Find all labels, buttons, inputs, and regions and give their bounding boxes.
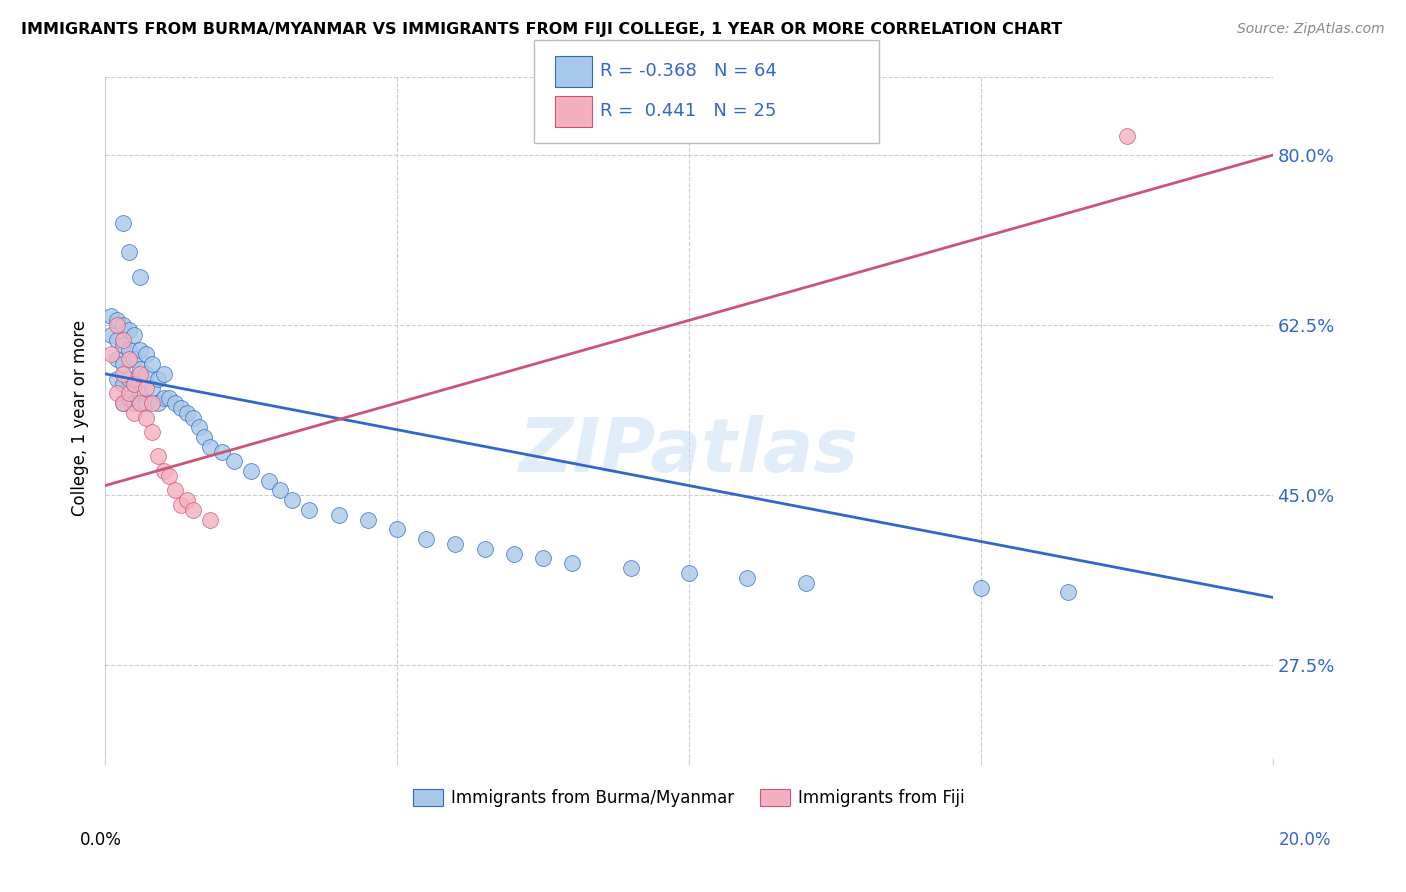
Point bbox=[269, 483, 291, 498]
Point bbox=[105, 386, 128, 401]
Point bbox=[135, 410, 157, 425]
Point bbox=[281, 493, 304, 508]
Point bbox=[357, 512, 380, 526]
Point bbox=[165, 396, 187, 410]
Point bbox=[146, 450, 169, 464]
Point bbox=[135, 381, 157, 395]
Point bbox=[105, 372, 128, 386]
Point bbox=[444, 537, 467, 551]
Point bbox=[181, 410, 204, 425]
Legend: Immigrants from Burma/Myanmar, Immigrants from Fiji: Immigrants from Burma/Myanmar, Immigrant… bbox=[406, 782, 972, 814]
Point bbox=[105, 352, 128, 367]
Point bbox=[176, 493, 198, 508]
Point bbox=[117, 245, 139, 260]
Point bbox=[111, 396, 134, 410]
Point bbox=[152, 464, 174, 478]
Text: R = -0.368   N = 64: R = -0.368 N = 64 bbox=[600, 62, 778, 80]
Point bbox=[124, 327, 146, 342]
Point bbox=[257, 474, 280, 488]
Point bbox=[135, 396, 157, 410]
Point bbox=[129, 367, 152, 381]
Point bbox=[415, 532, 437, 546]
Point bbox=[117, 352, 139, 367]
Point bbox=[1057, 585, 1080, 599]
Point bbox=[129, 343, 152, 357]
Point bbox=[146, 396, 169, 410]
Point bbox=[117, 323, 139, 337]
Point bbox=[117, 372, 139, 386]
Point bbox=[200, 440, 222, 454]
Point bbox=[561, 557, 583, 571]
Point bbox=[970, 581, 993, 595]
Point bbox=[200, 512, 222, 526]
Point bbox=[170, 401, 193, 415]
Point bbox=[146, 372, 169, 386]
Point bbox=[152, 367, 174, 381]
Point bbox=[105, 333, 128, 347]
Point bbox=[135, 367, 157, 381]
Point bbox=[111, 367, 134, 381]
Point bbox=[222, 454, 245, 468]
Point bbox=[129, 269, 152, 284]
Point bbox=[735, 571, 758, 585]
Point bbox=[141, 396, 163, 410]
Text: ZIPatlas: ZIPatlas bbox=[519, 415, 859, 488]
Point bbox=[165, 483, 187, 498]
Point bbox=[105, 318, 128, 333]
Point bbox=[124, 396, 146, 410]
Point bbox=[111, 333, 134, 347]
Point bbox=[794, 575, 817, 590]
Point bbox=[170, 498, 193, 512]
Point bbox=[124, 406, 146, 420]
Point bbox=[619, 561, 641, 575]
Point bbox=[193, 430, 215, 444]
Point bbox=[141, 425, 163, 439]
Point bbox=[100, 347, 122, 361]
Point bbox=[678, 566, 700, 580]
Text: R =  0.441   N = 25: R = 0.441 N = 25 bbox=[600, 103, 776, 120]
Point bbox=[181, 503, 204, 517]
Point bbox=[152, 391, 174, 405]
Point bbox=[100, 327, 122, 342]
Point bbox=[1115, 128, 1137, 143]
Y-axis label: College, 1 year or more: College, 1 year or more bbox=[72, 319, 89, 516]
Point bbox=[129, 362, 152, 376]
Point bbox=[111, 337, 134, 351]
Point bbox=[129, 396, 152, 410]
Text: 0.0%: 0.0% bbox=[80, 831, 122, 849]
Text: 20.0%: 20.0% bbox=[1278, 831, 1331, 849]
Point bbox=[385, 522, 408, 536]
Point bbox=[141, 357, 163, 371]
Point bbox=[240, 464, 263, 478]
Point bbox=[298, 503, 321, 517]
Point bbox=[176, 406, 198, 420]
Point bbox=[117, 391, 139, 405]
Point bbox=[105, 313, 128, 327]
Point bbox=[474, 541, 496, 556]
Point bbox=[328, 508, 350, 522]
Point bbox=[129, 386, 152, 401]
Point bbox=[157, 391, 180, 405]
Point bbox=[100, 309, 122, 323]
Point bbox=[111, 216, 134, 230]
Point bbox=[135, 347, 157, 361]
Point bbox=[111, 357, 134, 371]
Point bbox=[502, 547, 524, 561]
Point bbox=[117, 343, 139, 357]
Text: IMMIGRANTS FROM BURMA/MYANMAR VS IMMIGRANTS FROM FIJI COLLEGE, 1 YEAR OR MORE CO: IMMIGRANTS FROM BURMA/MYANMAR VS IMMIGRA… bbox=[21, 22, 1063, 37]
Point bbox=[124, 376, 146, 391]
Text: Source: ZipAtlas.com: Source: ZipAtlas.com bbox=[1237, 22, 1385, 37]
Point bbox=[157, 468, 180, 483]
Point bbox=[187, 420, 209, 434]
Point bbox=[117, 386, 139, 401]
Point bbox=[211, 444, 233, 458]
Point bbox=[111, 318, 134, 333]
Point bbox=[141, 381, 163, 395]
Point bbox=[111, 376, 134, 391]
Point bbox=[111, 396, 134, 410]
Point bbox=[531, 551, 554, 566]
Point bbox=[124, 352, 146, 367]
Point bbox=[124, 376, 146, 391]
